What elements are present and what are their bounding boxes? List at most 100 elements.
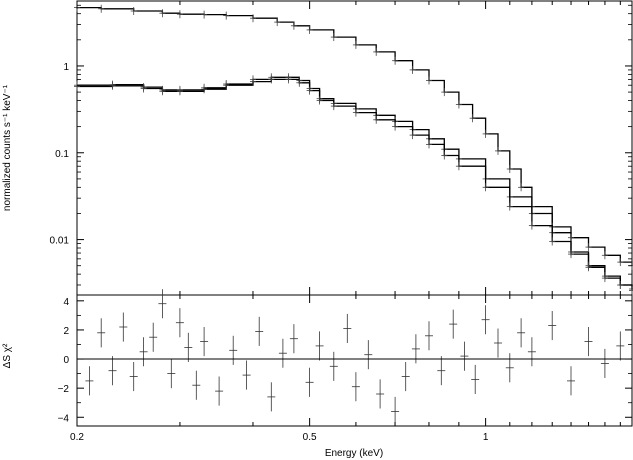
residual-y-tick-label: 0 <box>63 355 69 366</box>
residual-y-axis-label: ΔS χ² <box>2 343 13 368</box>
residual-y-tick-label: −4 <box>58 413 70 424</box>
residual-data-point <box>401 362 410 392</box>
spectrum-x-ticks <box>76 1 621 295</box>
spectrum-data-point <box>74 82 80 91</box>
spectrum-data-point <box>250 77 256 86</box>
residual-data-point <box>200 327 209 357</box>
spectrum-data-point <box>585 243 592 252</box>
spectrum-data-point <box>392 122 399 131</box>
residual-data-point <box>85 366 94 396</box>
spectrum-data-point <box>549 237 556 246</box>
residual-data-point <box>584 327 593 357</box>
spectrum-data-point <box>373 115 380 124</box>
spectrum-data-point <box>506 165 513 173</box>
residual-data-point <box>289 324 298 354</box>
spectrum-y-axis-label: normalized counts s⁻¹ keV⁻¹ <box>2 84 13 211</box>
residual-data-point <box>517 318 526 348</box>
spectrum-data-point <box>223 81 230 90</box>
spectrum-data-point <box>455 100 462 109</box>
x-tick-label: 0.2 <box>70 432 84 443</box>
residual-data-point <box>119 312 128 342</box>
spectrum-data-point <box>176 10 183 19</box>
spectrum-data-point <box>373 47 380 56</box>
x-tick-label: 1 <box>483 432 489 443</box>
residual-data-point <box>192 370 201 400</box>
residual-data-point <box>215 376 224 406</box>
residual-data-point <box>527 337 536 367</box>
residual-data-point <box>305 367 314 397</box>
spectrum-data-point <box>528 221 535 230</box>
spectrum-data-point <box>617 281 624 289</box>
residual-data-point <box>255 316 264 346</box>
spectrum-data-point <box>482 183 489 192</box>
residual-data-point <box>616 331 625 361</box>
spectrum-data-point <box>518 183 525 192</box>
spectrum-data-point <box>306 86 313 95</box>
residual-data-point <box>167 359 176 389</box>
residual-data-point <box>315 331 324 361</box>
spectrum-y-ticks: 0.01 0.1 1 <box>50 4 632 286</box>
residual-panel: −4 −2 0 2 4 0.2 0.5 1 ΔS χ² <box>2 289 633 443</box>
residual-series-group <box>85 289 625 426</box>
residual-data-point <box>481 305 490 335</box>
spectrum-data-point <box>441 88 448 97</box>
spectrum-data-point <box>274 18 281 27</box>
residual-data-point <box>600 348 609 378</box>
spectrum-model-line-1 <box>77 6 633 289</box>
spectrum-data-point <box>469 114 476 123</box>
spectrum-series-group <box>74 3 633 295</box>
residual-data-point <box>494 328 502 358</box>
spectrum-data-point <box>290 21 297 30</box>
spectrum-data-point <box>392 56 399 65</box>
spectrum-panel: 0.01 0.1 1 normalized counts s⁻¹ keV⁻¹ <box>2 0 633 296</box>
residual-data-point <box>149 322 158 352</box>
residual-data-point <box>242 360 251 390</box>
residual-data-point <box>364 340 373 370</box>
residual-data-point <box>425 321 433 351</box>
spectrum-data-point <box>140 84 147 93</box>
spectrum-y-tick-label: 0.1 <box>55 149 69 160</box>
residual-data-point <box>460 341 469 371</box>
spectrum-y-tick-label: 0.01 <box>50 236 70 247</box>
residual-panel-frame <box>76 294 633 427</box>
residual-y-ticks: −4 −2 0 2 4 <box>58 297 632 424</box>
residual-y-tick-label: 2 <box>63 326 69 337</box>
residual-data-point <box>376 379 385 409</box>
spectrum-data-point <box>568 233 574 242</box>
spectrum-data-point <box>409 65 416 74</box>
spectrum-data-point <box>506 202 513 211</box>
residual-data-point <box>567 366 575 396</box>
residual-data-point <box>278 338 287 368</box>
spectrum-data-point <box>455 162 462 171</box>
residual-data-point <box>437 356 446 386</box>
spectrum-data-point <box>441 151 448 160</box>
spectrum-data-point <box>159 9 166 18</box>
spectrum-data-point <box>352 108 359 117</box>
spectrum-model-line-3 <box>77 78 633 291</box>
x-axis-label: Energy (keV) <box>325 448 383 459</box>
residual-data-point <box>108 356 117 386</box>
spectrum-data-point <box>268 75 275 84</box>
spectrum-y-tick-label: 1 <box>63 62 69 73</box>
spectrum-data-point <box>285 75 292 84</box>
spectrum-data-point <box>426 76 432 85</box>
spectrum-data-point <box>316 96 323 105</box>
spectrum-data-point <box>495 146 501 155</box>
spectrum-data-point <box>330 102 337 111</box>
spectrum-data-point <box>409 131 416 140</box>
residual-y-tick-label: 4 <box>63 297 69 308</box>
spectrum-data-point <box>617 258 624 267</box>
residual-data-point <box>449 309 458 339</box>
residual-data-point <box>343 313 352 343</box>
residual-data-point <box>175 308 184 338</box>
spectrum-data-point <box>296 78 303 87</box>
spectrum-data-point <box>250 14 256 23</box>
residual-data-point <box>505 353 514 383</box>
residual-data-point <box>229 335 238 365</box>
residual-data-point <box>267 382 276 412</box>
spectrum-data-point <box>109 81 116 90</box>
spectrum-data-point <box>330 33 337 42</box>
residual-x-ticks: 0.2 0.5 1 <box>70 295 621 443</box>
spectrum-data-point <box>482 129 489 138</box>
